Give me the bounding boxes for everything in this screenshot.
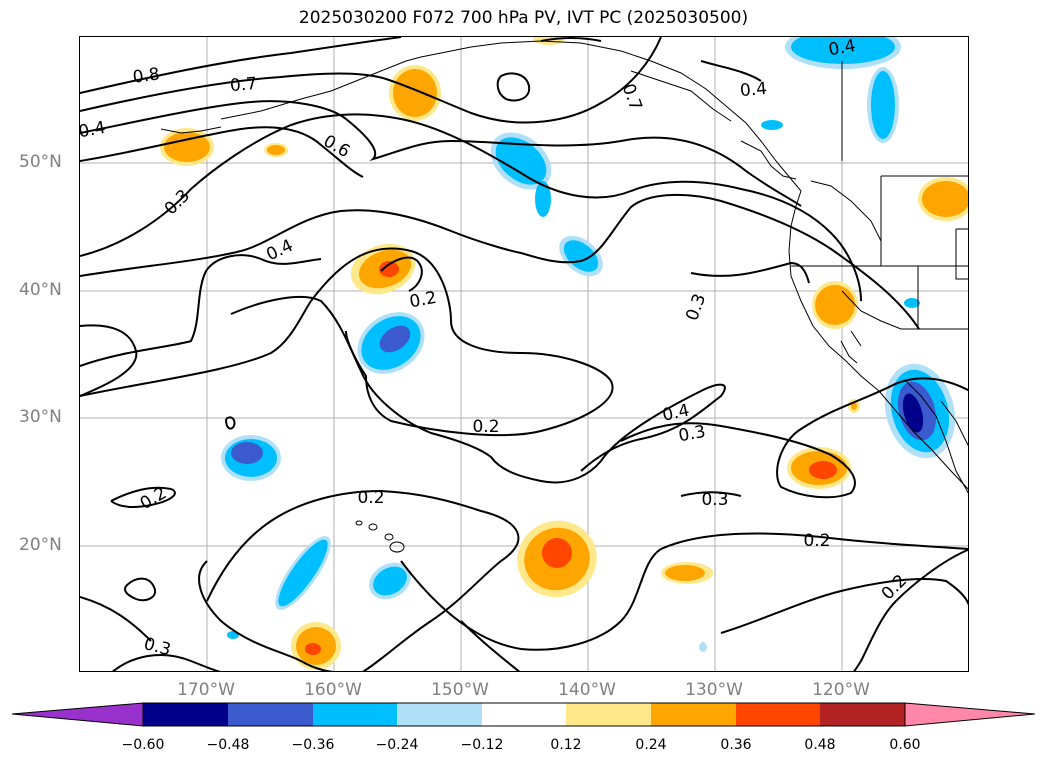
contour-label: 0.3 [677, 422, 707, 446]
colorbar-swatch [228, 703, 313, 726]
colorbar-extend-high [904, 702, 1036, 727]
contour-label: 0.4 [827, 37, 857, 60]
contour-label: 0.2 [357, 488, 384, 508]
contour-label: 0.2 [803, 531, 830, 551]
colorbar-tick-label: 0.48 [804, 737, 836, 753]
lat-label-40n: 40°N [19, 280, 62, 300]
lat-label-50n: 50°N [19, 152, 62, 172]
contour-label: 0.8 [132, 64, 162, 88]
colorbar-swatch [482, 703, 566, 726]
colorbar-swatch [566, 703, 651, 726]
colorbar-swatch [820, 703, 905, 726]
hawaiian-islands [355, 520, 405, 553]
colorbar-swatch [397, 703, 482, 726]
colorbar-tick-label: −0.60 [121, 737, 165, 753]
lon-label-170w: 170°W [177, 680, 235, 700]
lon-label-160w: 160°W [304, 680, 362, 700]
lon-label-140w: 140°W [558, 680, 616, 700]
lat-label-20n: 20°N [19, 535, 62, 555]
contour-label: 0.2 [472, 417, 499, 437]
lon-label-150w: 150°W [431, 680, 489, 700]
colorbar-extend-low [11, 702, 144, 727]
contour-label: 0.2 [408, 288, 438, 312]
lon-label-120w: 120°W [812, 680, 870, 700]
colorbar-tick-label: −0.12 [460, 737, 504, 753]
colorbar-swatch [651, 703, 736, 726]
contour-label: 0.6 [320, 131, 353, 162]
contour-label: 0.7 [229, 74, 258, 96]
coastlines [160, 40, 968, 494]
positive-anomaly-shading [160, 37, 968, 670]
colorbar-tick-label: 0.60 [889, 737, 921, 753]
contour-label: 0.4 [80, 118, 107, 142]
pv-contours [80, 37, 968, 671]
contour-label: 0.3 [701, 490, 728, 510]
colorbar [11, 702, 1036, 727]
colorbar-swatch [313, 703, 397, 726]
contour-label: 0.4 [739, 79, 768, 101]
contour-label: 0.7 [618, 81, 646, 113]
contour-label: 0.2 [878, 571, 911, 604]
map-panel: 0.8 0.7 0.4 0.6 0.7 0.4 0.4 0.3 0.4 0.2 … [79, 36, 969, 672]
colorbar-tick-label: −0.24 [375, 737, 419, 753]
colorbar-swatch [143, 703, 228, 726]
negative-anomaly-shading [221, 37, 956, 652]
lat-label-30n: 30°N [19, 407, 62, 427]
colorbar-tick-label: 0.12 [550, 737, 582, 753]
colorbar-tick-label: −0.36 [291, 737, 335, 753]
colorbar-tick-label: −0.48 [206, 737, 250, 753]
colorbar-swatch [736, 703, 820, 726]
map-title: 2025030200 F072 700 hPa PV, IVT PC (2025… [298, 8, 749, 28]
colorbar-tick-label: 0.36 [720, 737, 752, 753]
map-canvas: 0.8 0.7 0.4 0.6 0.7 0.4 0.4 0.3 0.4 0.2 … [80, 37, 968, 671]
colorbar-tick-label: 0.24 [635, 737, 667, 753]
contour-label: 0.3 [682, 291, 710, 323]
lon-label-130w: 130°W [685, 680, 743, 700]
